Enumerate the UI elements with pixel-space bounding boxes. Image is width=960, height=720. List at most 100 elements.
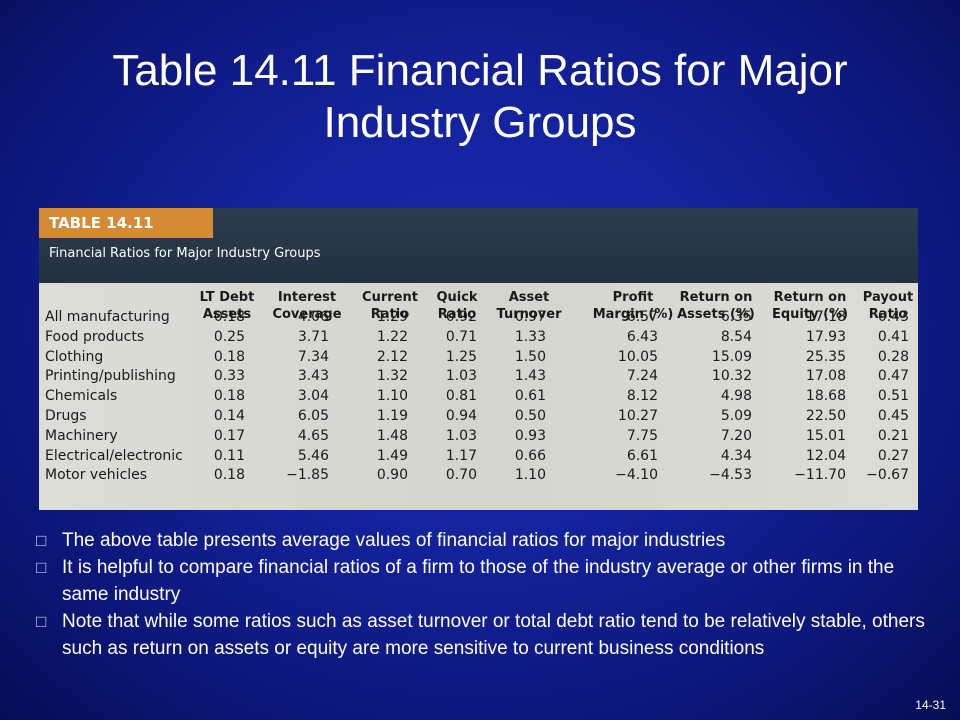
table-cell: 7.75 <box>626 427 658 444</box>
bullet-text: It is helpful to compare financial ratio… <box>62 557 895 605</box>
column-header-line: Ratio <box>868 307 908 322</box>
table-cell: 0.45 <box>877 408 909 424</box>
column-header: Return on Equity (%) <box>772 289 848 323</box>
column-header: LT Debt Assets <box>200 289 255 323</box>
table-cell: 0.17 <box>213 427 245 444</box>
table-body: LT Debt Assets Interest Coverage Current Rati… <box>39 283 918 510</box>
bullet-marker-icon: □ <box>36 612 47 631</box>
table-cell: −1.85 <box>286 467 329 484</box>
column-header-line: Interest <box>277 290 337 305</box>
column-header-line: Coverage <box>272 307 342 322</box>
industry-name: Chemicals <box>45 388 118 405</box>
table-row: Clothing 0.18 7.34 2.12 1.25 1.50 10.05 15.09 25… <box>39 347 918 367</box>
table-cell: 0.18 <box>213 348 245 365</box>
table-label: TABLE 14.11 <box>39 208 213 238</box>
financial-ratios-table: TABLE 14.11 Financial Ratios for Major I… <box>39 208 918 510</box>
table-cell: 0.27 <box>877 447 909 464</box>
column-header-line: Payout <box>862 290 914 305</box>
bullet-marker-icon: □ <box>36 531 47 550</box>
table-cell: 4.65 <box>297 427 329 444</box>
table-cell: 1.10 <box>376 388 408 405</box>
column-header-line: Return on <box>679 290 753 305</box>
table-cell: 0.61 <box>514 388 546 405</box>
table-cell: 0.28 <box>877 348 909 365</box>
table-cell: 6.57 <box>626 309 658 325</box>
table-cell: 1.29 <box>376 309 408 325</box>
slide-title: Table 14.11 Financial Ratios for Major I… <box>40 45 920 149</box>
table-cell: 6.35 <box>720 309 752 325</box>
table-cell: 1.10 <box>514 467 546 484</box>
table-cell: 1.03 <box>445 368 477 385</box>
table-cell: 1.48 <box>376 427 408 444</box>
table-cell: −0.67 <box>866 467 909 484</box>
bullet-text: Note that while some ratios such as asse… <box>62 611 925 659</box>
column-header-line: Current <box>362 290 418 305</box>
table-row: Printing/publishing 0.33 3.43 1.32 1.03 1.43 7… <box>39 366 918 386</box>
table-cell: 1.03 <box>445 427 477 444</box>
table-row: All manufacturing 0.18 4.06 1.29 0.92 0.97 6.5… <box>39 307 918 327</box>
column-header-line: Assets <box>202 307 252 322</box>
bullet-item: □ It is helpful to compare financial rati… <box>36 554 936 608</box>
table-cell: 7.24 <box>626 368 658 385</box>
industry-name: All manufacturing <box>45 309 170 325</box>
table-cell: 1.32 <box>376 368 408 385</box>
table-cell: 5.09 <box>720 408 752 424</box>
table-cell: 0.33 <box>213 368 245 385</box>
table-cell: 1.43 <box>514 368 546 385</box>
table-cell: 0.66 <box>514 447 546 464</box>
table-row: Machinery 0.17 4.65 1.48 1.03 0.93 7.75 7.20 15.… <box>39 426 918 446</box>
table-cell: 0.18 <box>213 309 245 325</box>
column-header-line: Quick <box>436 290 478 305</box>
table-row: Electrical/electronic 0.11 5.46 1.49 1.17 0.6… <box>39 446 918 466</box>
table-cell: 8.12 <box>626 388 658 405</box>
table-cell: 3.71 <box>297 328 329 345</box>
table-cell: 6.43 <box>626 328 658 345</box>
column-header-line: Ratio <box>370 307 410 322</box>
table-cell: 0.18 <box>213 388 245 405</box>
table-cell: 7.34 <box>297 348 329 365</box>
bullet-marker-icon: □ <box>36 558 47 577</box>
table-cell: 3.43 <box>297 368 329 385</box>
table-cell: 0.93 <box>514 427 546 444</box>
table-cell: 8.54 <box>720 328 752 345</box>
table-cell: 5.46 <box>297 447 329 464</box>
slide-title-line2: Industry Groups <box>323 98 637 148</box>
table-cell: 7.20 <box>720 427 752 444</box>
table-cell: 4.34 <box>720 447 752 464</box>
table-cell: 15.01 <box>805 427 846 444</box>
table-cell: 0.94 <box>445 408 477 424</box>
table-row: Drugs 0.14 6.05 1.19 0.94 0.50 10.27 5.09 22.50 0… <box>39 406 918 426</box>
bullet-item: □ Note that while some ratios such as ass… <box>36 608 936 662</box>
bullet-list: □ The above table presents average values… <box>36 527 936 662</box>
table-cell: 10.27 <box>617 408 658 424</box>
table-cell: 0.97 <box>514 309 546 325</box>
table-cell: 4.98 <box>720 388 752 405</box>
table-cell: 1.33 <box>514 328 546 345</box>
column-header: Current Ratio <box>362 289 418 323</box>
table-cell: 1.17 <box>445 447 477 464</box>
table-cell: 1.25 <box>445 348 477 365</box>
industry-name: Electrical/electronic <box>45 447 183 464</box>
table-row: Motor vehicles 0.18 −1.85 0.90 0.70 1.10 −4.10… <box>39 465 918 485</box>
bullet-item: □ The above table presents average values… <box>36 527 936 554</box>
table-cell: 0.11 <box>213 447 245 464</box>
column-header-line: Ratio <box>437 307 477 322</box>
table-cell: 4.06 <box>297 309 329 325</box>
table-cell: 0.25 <box>213 328 245 345</box>
table-cell: 0.71 <box>445 328 477 345</box>
table-cell: 0.51 <box>877 388 909 405</box>
slide-number: 14-31 <box>915 698 946 712</box>
table-cell: 0.41 <box>877 328 909 345</box>
table-cell: 1.50 <box>514 348 546 365</box>
table-cell: 2.12 <box>376 348 408 365</box>
table-cell: 15.09 <box>711 348 752 365</box>
table-cell: 0.21 <box>877 427 909 444</box>
table-row: Food products 0.25 3.71 1.22 0.71 1.33 6.43 8.5… <box>39 327 918 347</box>
slide-title-line1: Table 14.11 Financial Ratios for Major <box>112 46 848 96</box>
table-cell: 0.18 <box>213 467 245 484</box>
column-header-line: LT Debt <box>199 290 255 305</box>
column-header: Interest Coverage <box>272 289 341 323</box>
table-cell: 0.81 <box>445 388 477 405</box>
table-caption: Financial Ratios for Major Industry Grou… <box>49 246 321 261</box>
column-header-line: Equity (%) <box>771 307 849 322</box>
